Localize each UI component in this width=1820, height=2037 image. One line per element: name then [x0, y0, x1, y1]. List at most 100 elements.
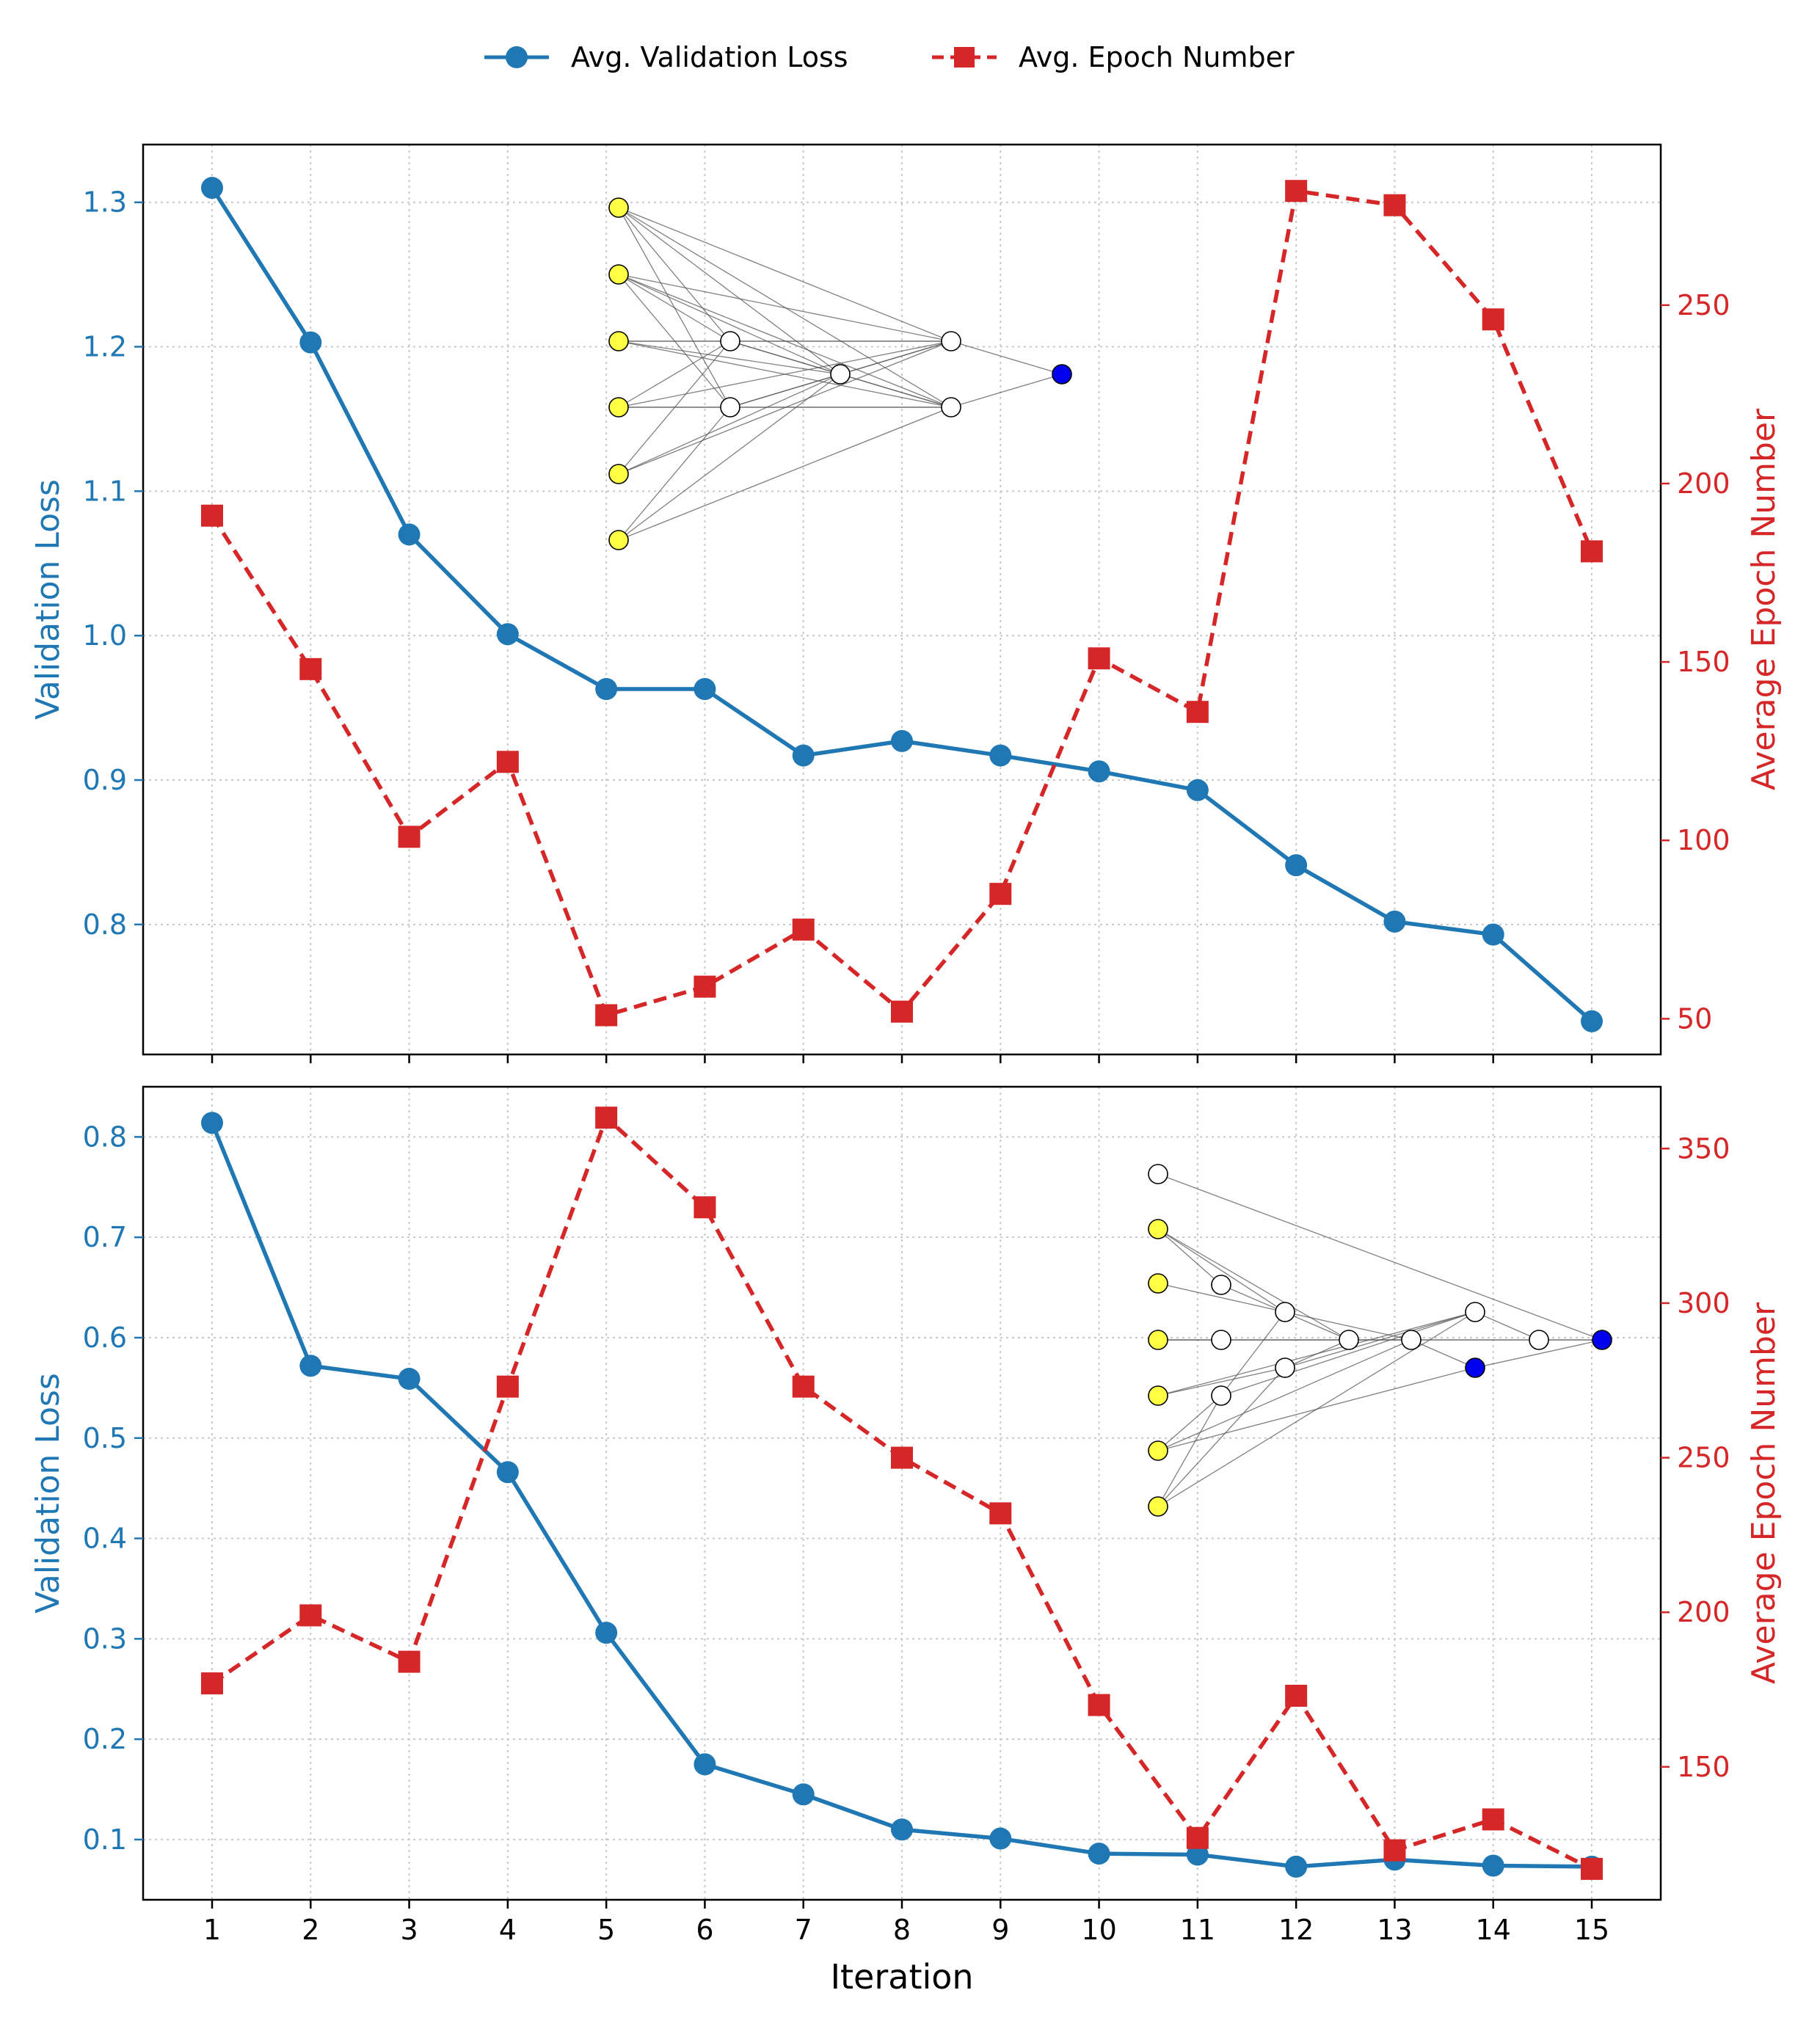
hidden-node	[1211, 1275, 1231, 1295]
top-grid	[143, 145, 1661, 1054]
network-edge	[618, 407, 731, 541]
epoch-point	[201, 1672, 223, 1695]
loss-point	[1285, 854, 1308, 877]
epoch-point	[496, 751, 519, 773]
epoch-point	[1482, 308, 1504, 331]
loss-point	[792, 1783, 815, 1806]
left-tick-label: 1.1	[83, 475, 127, 507]
loss-point	[496, 623, 519, 646]
loss-point	[1186, 1843, 1209, 1866]
hidden-node	[1211, 1330, 1231, 1350]
network-edge	[1220, 1311, 1286, 1396]
loss-point	[891, 729, 913, 752]
epoch-point	[299, 1604, 322, 1627]
x-tick-label: 12	[1278, 1914, 1314, 1946]
loss-point	[694, 1753, 716, 1776]
loss-point	[1088, 1843, 1110, 1865]
hidden-node	[1211, 1385, 1231, 1406]
hidden-node	[1401, 1330, 1422, 1350]
network-edge	[1157, 1395, 1222, 1451]
epoch-point	[1088, 647, 1110, 670]
bottom-series	[201, 1107, 1603, 1880]
x-tick-label: 3	[400, 1914, 418, 1946]
epoch-point	[1383, 1839, 1406, 1862]
loss-point	[989, 744, 1012, 767]
x-tick-label: 10	[1081, 1914, 1116, 1946]
epoch-point	[1186, 701, 1209, 724]
input-node	[608, 197, 629, 218]
loss-point	[496, 1461, 519, 1484]
epoch-point	[1383, 194, 1406, 216]
epoch-point	[989, 883, 1012, 905]
x-tick-label: 4	[499, 1914, 517, 1946]
hidden-node	[1275, 1302, 1295, 1322]
loss-point	[398, 523, 421, 546]
right-tick-label: 300	[1677, 1287, 1730, 1319]
right-tick-label: 50	[1677, 1002, 1712, 1035]
x-tick-label: 8	[893, 1914, 911, 1946]
top-network-inset	[608, 197, 1072, 550]
hidden-node	[720, 331, 740, 351]
epoch-point	[496, 1375, 519, 1398]
left-tick-label: 0.3	[83, 1622, 127, 1655]
loss-point	[201, 1112, 223, 1134]
output-node	[1465, 1358, 1485, 1378]
input-node	[1148, 1440, 1168, 1461]
network-edge	[1220, 1311, 1476, 1396]
epoch-series-line	[211, 1115, 1593, 1871]
input-node	[1148, 1496, 1168, 1517]
loss-point	[595, 1622, 618, 1644]
left-tick-label: 0.4	[83, 1523, 127, 1555]
epoch-point	[694, 975, 716, 998]
network-edge	[1474, 1339, 1603, 1369]
network-edge	[618, 340, 731, 408]
right-tick-label: 350	[1677, 1132, 1730, 1165]
input-node	[608, 397, 629, 418]
epoch-point	[1088, 1694, 1110, 1716]
network-edge	[618, 274, 952, 342]
input-node	[1148, 1385, 1168, 1406]
left-tick-label: 0.8	[83, 1120, 127, 1153]
loss-point	[1186, 779, 1209, 801]
epoch-point	[694, 1196, 716, 1219]
bottom-network-inset	[1148, 1164, 1612, 1517]
epoch-point	[1581, 1857, 1603, 1880]
network-edge	[618, 207, 731, 342]
epoch-point	[1285, 180, 1308, 203]
network-edge	[1157, 1367, 1286, 1396]
bottom-axes: 0.1 0.2 0.3 0.4 0.5 0.6 0.7 0.8 150 200 250 300 350 1…	[83, 1085, 1730, 1946]
network-edge	[1157, 1367, 1286, 1507]
network-edge	[1284, 1311, 1412, 1341]
network-edge	[1157, 1283, 1286, 1313]
network-edge	[618, 407, 952, 541]
right-tick-label: 100	[1677, 824, 1730, 856]
network-edge	[950, 373, 1063, 408]
epoch-point	[792, 918, 815, 941]
epoch-point	[595, 1107, 618, 1129]
right-tick-label: 150	[1677, 646, 1730, 678]
epoch-point	[398, 1650, 421, 1673]
loss-point	[299, 1355, 322, 1377]
right-tick-label: 200	[1677, 1596, 1730, 1628]
loss-point	[989, 1827, 1012, 1850]
top-right-axis-label: Average Epoch Number	[1745, 408, 1783, 790]
left-tick-label: 0.6	[83, 1322, 127, 1354]
loss-point	[1285, 1855, 1308, 1878]
right-tick-label: 200	[1677, 467, 1730, 500]
loss-point	[299, 331, 322, 354]
loss-point	[595, 678, 618, 701]
network-edge	[1474, 1311, 1540, 1341]
epoch-point	[792, 1375, 815, 1398]
top-series	[201, 177, 1603, 1032]
loss-point	[201, 177, 223, 200]
x-tick-label: 11	[1180, 1914, 1215, 1946]
epoch-point	[989, 1502, 1012, 1525]
bottom-right-axis-label: Average Epoch Number	[1745, 1302, 1783, 1684]
left-tick-label: 1.2	[83, 331, 127, 363]
epoch-point	[595, 1004, 618, 1027]
network-edge	[840, 340, 952, 375]
input-node	[608, 264, 629, 285]
loss-point	[891, 1818, 913, 1841]
network-edge	[1284, 1339, 1350, 1369]
network-edge	[1157, 1173, 1603, 1341]
